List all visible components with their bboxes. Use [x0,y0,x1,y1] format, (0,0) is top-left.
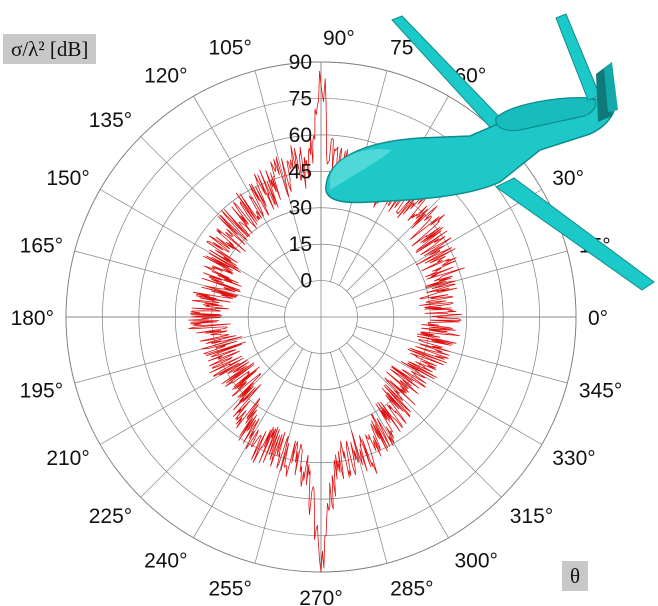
grid-spoke-225 [140,342,296,498]
angle-tick-label-330: 330° [552,447,595,470]
aircraft-wing-left [391,15,511,137]
angle-tick-label-240: 240° [144,549,187,572]
series-line-0 [188,70,465,573]
uav-aircraft-icon [325,13,655,291]
aircraft-nose [330,149,392,190]
radial-tick-label: 30 [289,197,312,220]
grid-spoke-150 [99,189,290,300]
angle-tick-label-285: 285° [390,577,433,600]
radial-tick-label: 15 [289,233,312,256]
angle-tick-label-195: 195° [20,379,63,402]
angle-tick-label-90: 90° [323,27,355,50]
angle-tick-label-315: 315° [510,505,553,528]
angle-tick-label-150: 150° [46,167,89,190]
grid-spoke-120 [193,95,304,286]
grid-spoke-285 [330,352,388,564]
aircraft-tail-upper [555,13,601,101]
series-layer [188,70,465,573]
angle-tick-label-120: 120° [144,65,187,88]
x-axis-label: θ [562,561,589,591]
angle-tick-label-30: 30° [552,167,584,190]
grid-spoke-165 [74,250,286,308]
radial-tick-labels: 0 15 30 45 60 75 90 [289,51,312,293]
y-axis-label: σ/λ² [dB] [3,34,97,64]
angle-tick-label-0: 0° [588,307,608,330]
angle-tick-label-300: 300° [455,549,498,572]
grid-spoke-315 [346,342,502,498]
grid-spoke-300 [338,348,449,539]
angle-tick-label-135: 135° [89,109,132,132]
radial-tick-label: 0 [300,270,312,293]
grid-spoke-345 [356,326,568,384]
radial-tick-label: 75 [289,87,312,110]
angle-tick-label-345: 345° [579,379,622,402]
radial-tick-label: 60 [289,124,312,147]
grid-spoke-330 [352,334,543,445]
radial-tick-label: 90 [289,51,312,74]
grid-spoke-105 [254,70,312,282]
aircraft-wing-right [495,177,655,291]
grid-spoke-195 [74,326,286,384]
angle-tick-label-270: 270° [299,587,342,606]
aircraft-engine [495,97,597,132]
grid-spoke-210 [99,334,290,445]
polar-grid [65,61,577,573]
angle-tick-label-165: 165° [20,235,63,258]
angle-tick-label-210: 210° [46,447,89,470]
angle-tick-label-180: 180° [11,307,54,330]
grid-spoke-30 [352,189,543,300]
radial-tick-label: 45 [289,160,312,183]
aircraft-tail-fin [604,62,618,112]
angle-tick-label-105: 105° [208,37,251,60]
grid-spoke-15 [356,250,568,308]
grid-spoke-135 [140,136,296,292]
angle-tick-label-225: 225° [89,505,132,528]
angle-tick-label-255: 255° [208,577,251,600]
